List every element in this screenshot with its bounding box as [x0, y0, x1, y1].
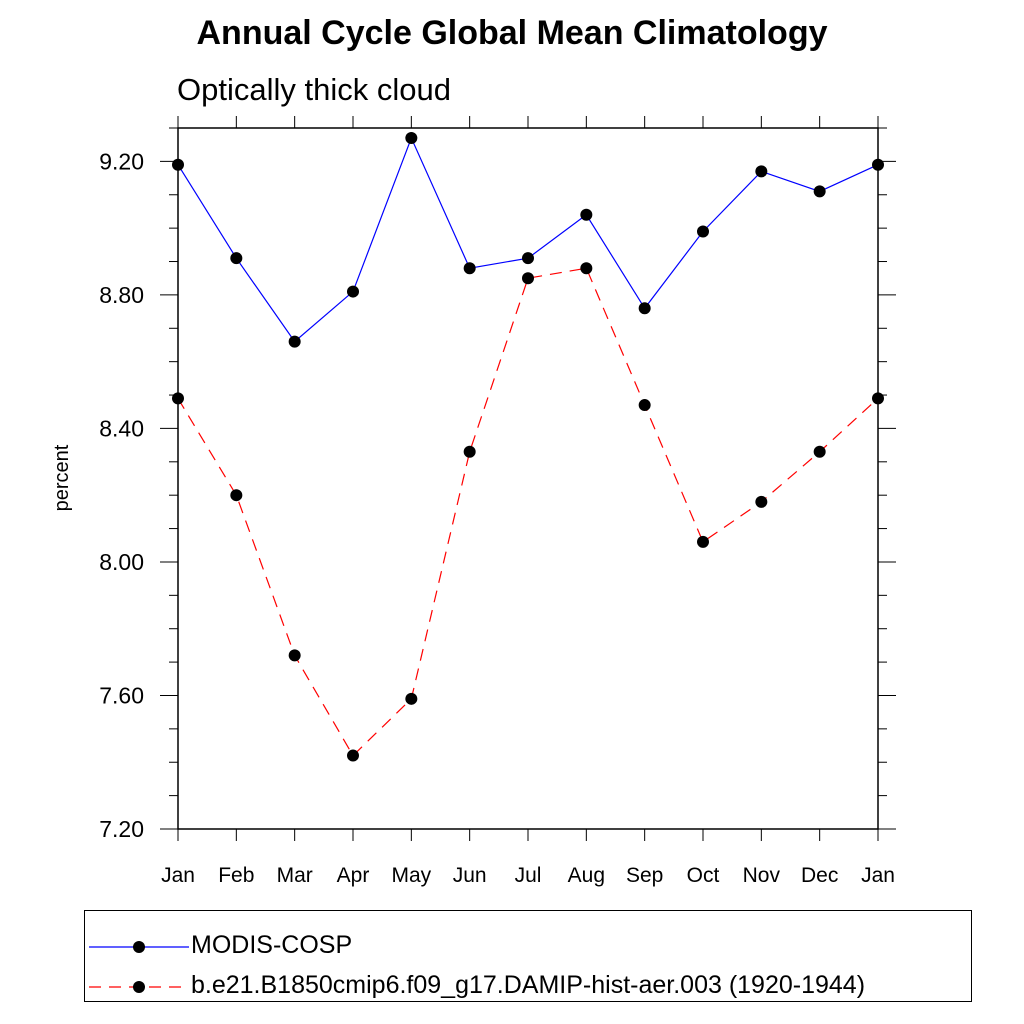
- series-line-1: [177, 136, 879, 343]
- axis-ticks: [160, 116, 896, 841]
- data-point-s1-10: [755, 165, 768, 178]
- data-point-s2-9: [697, 535, 709, 548]
- data-point-s1-8: [638, 302, 651, 315]
- y-tick-label: 9.20: [99, 148, 144, 174]
- legend-label-2: b.e21.B1850cmip6.f09_g17.DAMIP-hist-aer.…: [191, 971, 866, 999]
- data-point-s2-10: [755, 495, 768, 508]
- data-point-s1-1: [230, 252, 243, 265]
- legend: MODIS-COSP b.e21.B1850cmip6.f09_g17.DAMI…: [84, 910, 972, 1002]
- x-tick-label: Mar: [277, 864, 313, 887]
- x-tick-label: Apr: [337, 864, 370, 887]
- data-point-s2-3: [347, 749, 359, 762]
- plot-frame: [177, 127, 879, 830]
- legend-item-2: b.e21.B1850cmip6.f09_g17.DAMIP-hist-aer.…: [85, 967, 971, 1007]
- data-point-s1-7: [580, 208, 593, 221]
- chart-title: Annual Cycle Global Mean Climatology: [196, 14, 828, 52]
- y-tick-label: 8.80: [99, 282, 144, 308]
- x-tick-label: Aug: [568, 864, 605, 887]
- data-point-s2-2: [288, 649, 301, 662]
- y-tick-label: 7.60: [99, 682, 144, 708]
- legend-swatch-1: [89, 941, 189, 953]
- data-point-s1-9: [697, 225, 709, 238]
- series-line-2: [177, 267, 879, 757]
- y-tick-label: 8.00: [99, 549, 144, 575]
- x-tick-label: Feb: [218, 864, 254, 887]
- legend-label-1: MODIS-COSP: [191, 931, 353, 959]
- x-tick-label: Jun: [453, 864, 487, 887]
- y-tick-label: 7.20: [99, 816, 144, 842]
- x-tick-label: May: [391, 864, 431, 887]
- data-point-s1-11: [813, 185, 826, 198]
- x-tick-label: Dec: [801, 864, 838, 887]
- legend-item-1: MODIS-COSP: [85, 927, 971, 967]
- data-point-s1-4: [405, 132, 418, 145]
- data-point-s1-3: [347, 285, 359, 298]
- x-tick-label: Oct: [687, 864, 720, 887]
- data-point-s2-12: [872, 392, 884, 405]
- x-tick-label: Jan: [161, 864, 195, 887]
- data-point-s1-6: [522, 252, 534, 265]
- y-axis-label: percent: [51, 444, 73, 511]
- x-tick-label: Jul: [515, 864, 542, 887]
- x-tick-label: Sep: [626, 864, 663, 887]
- series-group: [172, 132, 884, 762]
- data-point-s1-0: [172, 158, 184, 171]
- data-point-s2-4: [405, 692, 418, 705]
- data-point-s1-2: [288, 335, 301, 348]
- line-chart: 7.20 7.60 8.00 8.40 8.80 9.20 Jan Feb Mar Apr May J…: [51, 116, 896, 887]
- data-point-s1-5: [463, 262, 476, 275]
- data-point-s1-12: [872, 158, 884, 171]
- data-point-s2-1: [230, 489, 243, 502]
- data-point-s2-7: [580, 262, 593, 275]
- data-point-s2-0: [172, 392, 184, 405]
- data-point-s2-5: [463, 445, 476, 458]
- x-tick-label: Jan: [861, 864, 895, 887]
- x-tick-label: Nov: [743, 864, 781, 887]
- data-point-s2-8: [638, 399, 651, 412]
- data-point-s2-11: [813, 445, 826, 458]
- data-point-s2-6: [522, 272, 534, 285]
- legend-swatch-2: [89, 981, 189, 993]
- chart-subtitle: Optically thick cloud: [177, 72, 451, 107]
- tick-labels: 7.20 7.60 8.00 8.40 8.80 9.20 Jan Feb Mar Apr May J…: [99, 148, 895, 887]
- y-tick-label: 8.40: [99, 415, 144, 441]
